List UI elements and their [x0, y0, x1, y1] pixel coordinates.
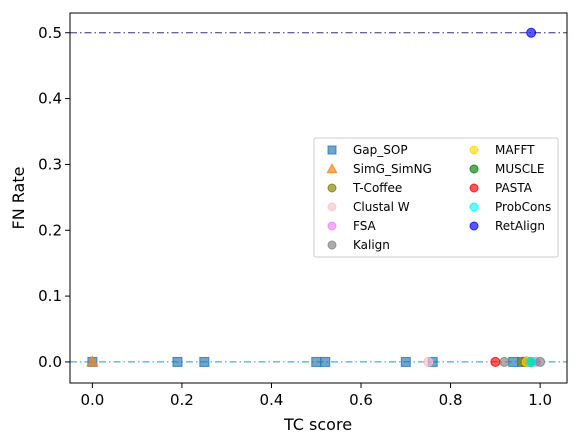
data-point	[526, 27, 537, 38]
y-tick-label: 0.0	[38, 353, 62, 371]
legend-frame	[313, 137, 559, 258]
legend-label: PASTA	[495, 181, 533, 195]
x-tick-label: 0.4	[260, 391, 284, 409]
x-tick-label: 0.6	[349, 391, 373, 409]
y-tick-label: 0.4	[38, 90, 62, 108]
legend-marker	[469, 164, 479, 174]
legend-marker	[469, 221, 479, 231]
data-point	[199, 356, 210, 367]
legend-label: T-Coffee	[352, 181, 402, 195]
legend-marker	[469, 202, 479, 212]
legend-label: MAFFT	[495, 143, 535, 157]
y-axis-label: FN Rate	[9, 167, 28, 230]
plot-frame	[69, 12, 568, 384]
legend-marker	[327, 202, 337, 212]
legend-marker	[469, 145, 479, 155]
data-point	[499, 356, 510, 367]
x-tick-label: 0.8	[439, 391, 463, 409]
legend-label: MUSCLE	[495, 162, 544, 176]
legend-label: Gap_SOP	[353, 143, 408, 157]
y-tick-label: 0.1	[38, 287, 62, 305]
legend-label: SimG_SimNG	[353, 162, 432, 176]
y-tick-label: 0.5	[38, 24, 62, 42]
data-point	[172, 356, 183, 367]
legend-marker	[469, 183, 479, 193]
data-point	[400, 356, 411, 367]
legend-marker	[327, 221, 337, 231]
data-point	[490, 356, 501, 367]
x-tick-label: 0.2	[170, 391, 194, 409]
legend-label: Kalign	[353, 238, 390, 252]
y-tick-label: 0.3	[38, 155, 62, 173]
data-point	[423, 356, 434, 367]
legend-label: FSA	[353, 219, 377, 233]
legend-marker	[327, 145, 337, 155]
data-point	[508, 356, 519, 367]
x-axis: 0.0 0.2 0.4 0.6 0.8 1.0	[80, 383, 552, 409]
x-axis-label: TC score	[283, 415, 352, 434]
data-point	[535, 356, 546, 367]
y-tick-label: 0.2	[38, 221, 62, 239]
legend-marker	[327, 183, 337, 193]
data-point	[311, 356, 322, 367]
data-point	[320, 356, 331, 367]
legend-label: ProbCons	[495, 200, 551, 214]
legend: Gap_SOP SimG_SimNG T-Coffee Clustal W FSA Kal…	[313, 137, 559, 258]
data-points	[86, 27, 546, 367]
legend-label: Clustal W	[353, 200, 410, 214]
legend-marker	[326, 163, 338, 174]
x-tick-label: 1.0	[528, 391, 552, 409]
y-axis: 0.0 0.1 0.2 0.3 0.4 0.5	[38, 24, 70, 371]
x-tick-label: 0.0	[80, 391, 104, 409]
legend-marker	[327, 240, 337, 250]
data-point	[526, 356, 537, 367]
data-point	[86, 355, 99, 367]
legend-label: RetAlign	[495, 219, 545, 233]
